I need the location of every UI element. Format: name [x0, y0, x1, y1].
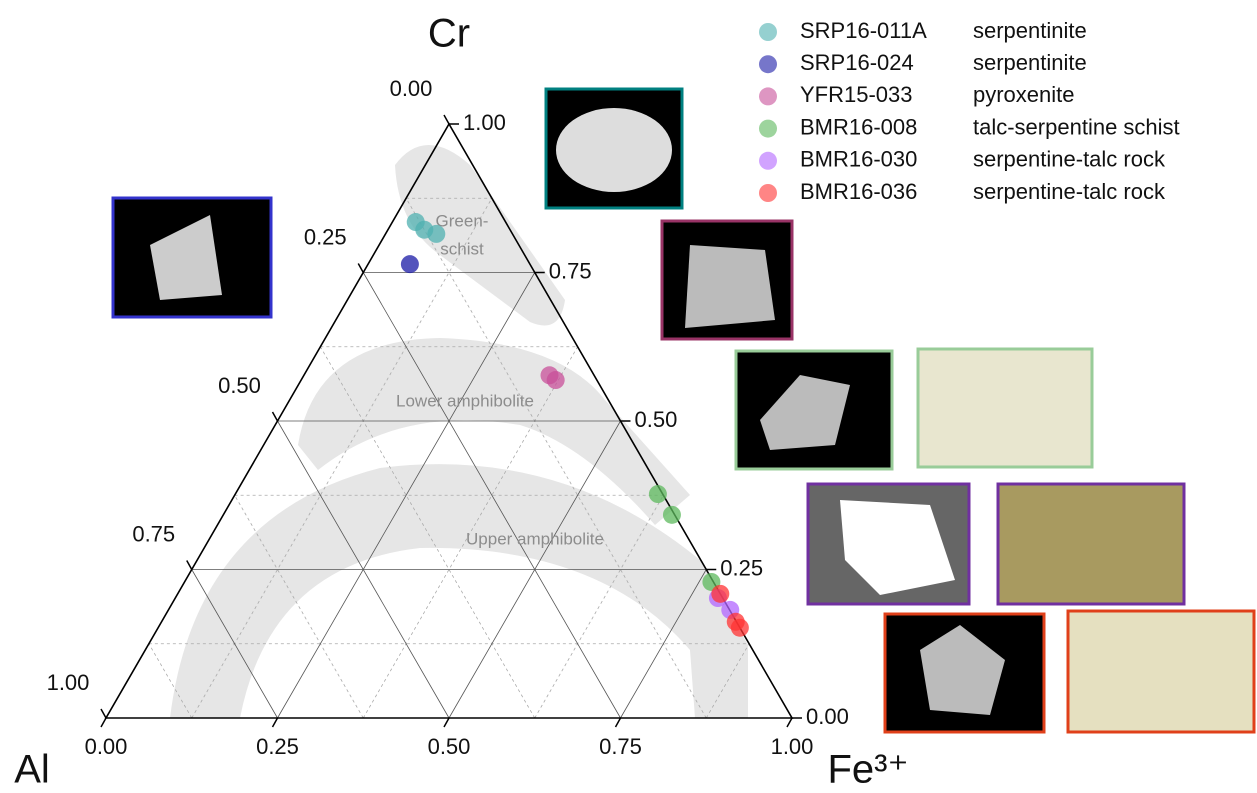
tick-mark	[101, 718, 106, 727]
legend-marker	[759, 184, 777, 202]
legend-name: SRP16-024	[800, 50, 914, 75]
field-label: Green-	[436, 211, 489, 230]
al-tick-label: 1.00	[47, 670, 90, 695]
tick-mark	[787, 718, 792, 727]
data-point	[427, 225, 445, 243]
thumbnail	[998, 484, 1184, 604]
data-point	[663, 506, 681, 524]
al-tick-label: 0.25	[304, 224, 347, 249]
legend-marker	[759, 152, 777, 170]
al-tick-label: 0.75	[132, 521, 175, 546]
thumbnail-grain	[556, 108, 672, 192]
thumbnail-grain	[685, 245, 775, 328]
legend-name: YFR15-033	[800, 82, 913, 107]
data-point	[401, 255, 419, 273]
field-label: Lower amphibolite	[396, 391, 534, 410]
al-tick-label: 0.00	[390, 76, 433, 101]
cr-tick-label: 0.50	[635, 407, 678, 432]
data-point	[731, 619, 749, 637]
data-point	[711, 585, 729, 603]
legend-name: BMR16-036	[800, 179, 917, 204]
legend-marker	[759, 23, 777, 41]
tick-mark	[101, 709, 106, 718]
cr-tick-label: 0.25	[720, 555, 763, 580]
fe3-tick-label: 1.00	[771, 734, 814, 759]
tick-mark	[358, 264, 363, 273]
data-point	[649, 485, 667, 503]
legend-marker	[759, 87, 777, 105]
fe3-tick-label: 0.50	[428, 734, 471, 759]
tick-mark	[444, 718, 449, 727]
tick-mark	[616, 718, 621, 727]
thumbnail	[1068, 611, 1254, 732]
legend-name: BMR16-030	[800, 147, 917, 172]
tick-mark	[444, 115, 449, 124]
cr-tick-label: 0.75	[549, 258, 592, 283]
fe3-tick-label: 0.00	[85, 734, 128, 759]
axis-label-right: Fe³⁺	[827, 748, 908, 792]
data-point	[547, 371, 565, 389]
cr-tick-label: 0.00	[806, 704, 849, 729]
tick-mark	[273, 412, 278, 421]
legend-name: SRP16-011A	[800, 18, 927, 43]
axis-label-top: Cr	[428, 12, 470, 56]
cr-tick-label: 1.00	[463, 110, 506, 135]
legend-name: BMR16-008	[800, 114, 917, 139]
axis-label-left: Al	[14, 748, 50, 792]
legend-rock: serpentine-talc rock	[973, 147, 1166, 172]
legend-marker	[759, 120, 777, 138]
chart: Cr Al Fe³⁺ 0.00 0.25 0.50 0.75 1.00 0.00 0.25 0…	[0, 0, 1257, 793]
legend-rock: serpentine-talc rock	[973, 179, 1166, 204]
tick-mark	[187, 561, 192, 570]
legend-marker	[759, 55, 777, 73]
fe3-tick-label: 0.25	[256, 734, 299, 759]
tick-mark	[273, 718, 278, 727]
field-label: schist	[440, 239, 484, 258]
legend-rock: pyroxenite	[973, 82, 1075, 107]
al-tick-label: 0.50	[218, 373, 261, 398]
page: Cr Al Fe³⁺ 0.00 0.25 0.50 0.75 1.00 0.00 0.25 0…	[0, 0, 1257, 793]
fe3-tick-label: 0.75	[599, 734, 642, 759]
legend-rock: serpentinite	[973, 18, 1087, 43]
legend-rock: talc-serpentine schist	[973, 114, 1180, 139]
legend-rock: serpentinite	[973, 50, 1087, 75]
thumbnail	[918, 349, 1092, 467]
field-label: Upper amphibolite	[466, 529, 604, 548]
